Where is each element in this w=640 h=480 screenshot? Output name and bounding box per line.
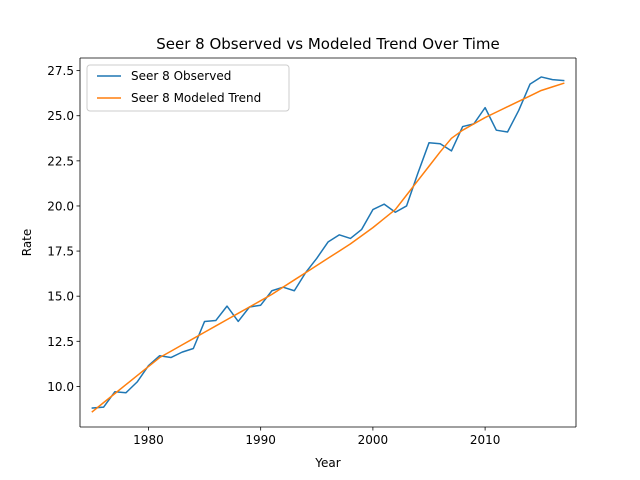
x-tick-label: 2000 (358, 433, 389, 447)
y-tick-label: 15.0 (47, 290, 74, 304)
y-tick-label: 20.0 (47, 199, 74, 213)
y-tick-label: 27.5 (47, 64, 74, 78)
series-line-observed (91, 76, 565, 409)
x-tick-label: 1980 (133, 433, 164, 447)
y-tick-label: 17.5 (47, 245, 74, 259)
y-tick-label: 12.5 (47, 335, 74, 349)
legend: Seer 8 Observed Seer 8 Modeled Trend (86, 64, 290, 112)
legend-label-observed: Seer 8 Observed (131, 69, 231, 83)
y-tick-label: 10.0 (47, 380, 74, 394)
y-axis-ticks: 10.0 12.5 15.0 17.5 20.0 22.5 25.0 27.5 (47, 64, 80, 394)
x-axis-ticks: 1980 1990 2000 2010 (133, 427, 500, 447)
y-tick-label: 22.5 (47, 154, 74, 168)
y-axis-label: Rate (20, 229, 34, 257)
x-axis-label: Year (314, 456, 340, 470)
axes-frame (79, 57, 577, 428)
y-tick-label: 25.0 (47, 109, 74, 123)
chart-title: Seer 8 Observed vs Modeled Trend Over Ti… (156, 35, 500, 53)
x-tick-label: 2010 (470, 433, 501, 447)
series-line-modeled (91, 82, 565, 413)
legend-box (86, 64, 290, 112)
series-layer (91, 76, 565, 413)
legend-label-modeled: Seer 8 Modeled Trend (131, 91, 261, 105)
x-tick-label: 1990 (245, 433, 276, 447)
